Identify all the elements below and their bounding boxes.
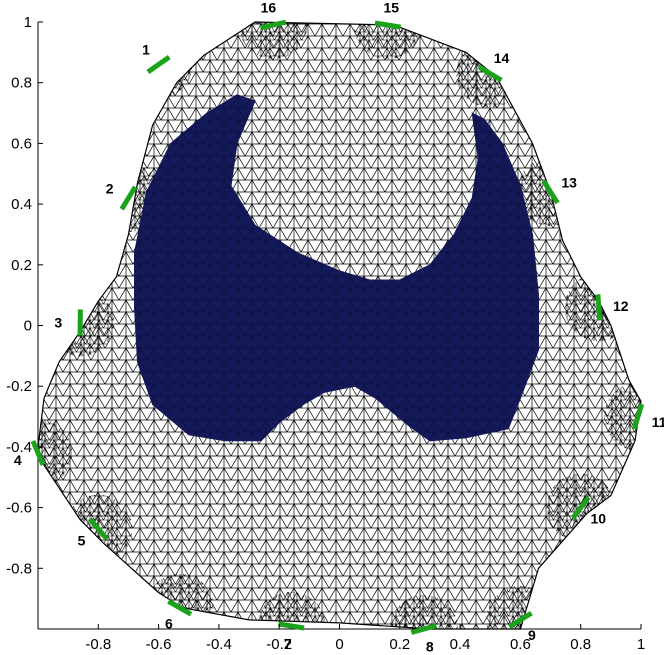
electrode-label-13: 13: [561, 174, 577, 190]
electrode-4: [30, 440, 46, 466]
electrode-label-14: 14: [494, 50, 510, 66]
electrode-10: [570, 495, 591, 520]
electrode-label-15: 15: [383, 0, 399, 15]
electrode-label-10: 10: [590, 510, 606, 526]
electrode-label-4: 4: [14, 452, 22, 468]
electrode-15: [374, 20, 401, 30]
x-tick-label: 0.6: [510, 636, 531, 653]
electrode-label-9: 9: [528, 627, 536, 643]
x-tick-label: -0.6: [146, 636, 172, 653]
mesh-refinement: [389, 595, 458, 629]
x-tick-label: 0.2: [389, 636, 410, 653]
y-tick-label: 0.6: [11, 135, 32, 152]
y-axis-ticks: 1 0.8 0.6 0.4 0.2 0 -0.2 -0.4 -0.6 -0.8: [6, 14, 43, 577]
electrode-label-11: 11: [652, 414, 664, 430]
x-tick-label: 0: [335, 636, 343, 653]
y-tick-label: -0.8: [6, 560, 32, 577]
x-tick-label: -0.2: [266, 636, 292, 653]
y-tick-label: -0.2: [6, 378, 32, 395]
electrode-label-7: 7: [284, 636, 292, 652]
mesh-refinement: [38, 418, 72, 487]
y-tick-label: -0.4: [6, 439, 32, 456]
electrode-13: [541, 179, 560, 205]
electrode-label-6: 6: [165, 615, 173, 631]
y-tick-label: 0.8: [11, 75, 32, 92]
electrode-2: [119, 185, 138, 211]
x-tick-label: 1: [637, 636, 645, 653]
y-tick-label: 0.4: [11, 196, 32, 213]
electrode-label-3: 3: [54, 314, 62, 330]
electrode-label-2: 2: [106, 181, 114, 197]
electrode-label-8: 8: [426, 638, 434, 654]
x-tick-label: 0.8: [570, 636, 591, 653]
electrode-label-12: 12: [613, 298, 629, 314]
electrode-label-1: 1: [142, 42, 150, 58]
electrode-6: [167, 599, 193, 617]
electrode-5: [88, 517, 109, 541]
x-axis-ticks: -0.8 -0.6 -0.4 -0.2 0 0.2 0.4 0.6 0.8 1: [85, 624, 645, 653]
y-tick-label: -0.6: [6, 500, 32, 517]
x-tick-label: 0.4: [450, 636, 471, 653]
y-tick-label: 0.2: [11, 257, 32, 274]
electrode-1: [146, 55, 171, 74]
domain-boundary: [37, 21, 642, 630]
y-tick-label: 1: [24, 14, 32, 31]
electrode-11: [631, 403, 645, 430]
x-tick-label: -0.8: [85, 636, 111, 653]
electrode-8: [410, 623, 438, 635]
electrode-9: [508, 610, 533, 629]
electrode-7: [278, 621, 305, 631]
electrode-16: [259, 19, 287, 31]
electrode-label-5: 5: [78, 532, 86, 548]
x-tick-label: -0.4: [206, 636, 232, 653]
electrode-12: [595, 294, 603, 321]
y-tick-label: 0: [24, 318, 32, 335]
electrode-14: [477, 64, 503, 83]
electrode-label-16: 16: [261, 0, 277, 15]
